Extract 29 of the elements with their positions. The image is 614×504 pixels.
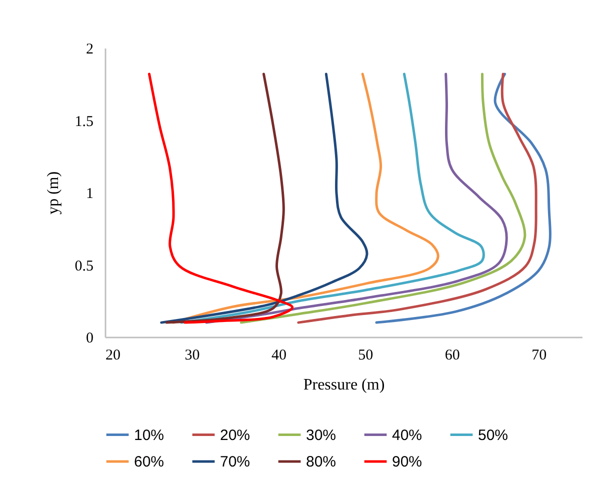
line-series	[240, 72, 526, 324]
x-tick-label: 40	[271, 348, 286, 364]
legend-label: 80%	[306, 454, 336, 470]
x-tick-label: 70	[532, 348, 547, 364]
legend-label: 20%	[220, 426, 250, 444]
legend-label: 10%	[134, 426, 164, 444]
legend-label: 30%	[306, 426, 336, 444]
line-series	[375, 72, 552, 324]
x-axis-title: Pressure (m)	[303, 376, 385, 394]
y-tick-label: 1.5	[74, 114, 94, 130]
x-tick-label: 30	[184, 348, 200, 364]
legend-label: 40%	[392, 426, 422, 444]
legend-label: 50%	[478, 426, 508, 444]
y-tick-label: 0.5	[74, 258, 94, 274]
legend-label: 70%	[220, 454, 250, 470]
x-tick-label: 60	[444, 348, 460, 364]
line-series	[160, 72, 368, 324]
legend-label: 60%	[134, 454, 164, 470]
line-series	[148, 72, 294, 324]
line-series	[165, 72, 285, 324]
line-series	[297, 72, 538, 324]
line-series	[172, 72, 440, 324]
y-tick-label: 1	[86, 186, 94, 202]
y-axis-title: yp (m)	[44, 171, 62, 215]
legend-label: 90%	[392, 454, 422, 470]
y-tick-label: 2	[86, 42, 94, 58]
x-tick-label: 20	[106, 348, 120, 364]
y-tick-label: 0	[86, 330, 94, 346]
x-tick-label: 50	[358, 348, 374, 364]
